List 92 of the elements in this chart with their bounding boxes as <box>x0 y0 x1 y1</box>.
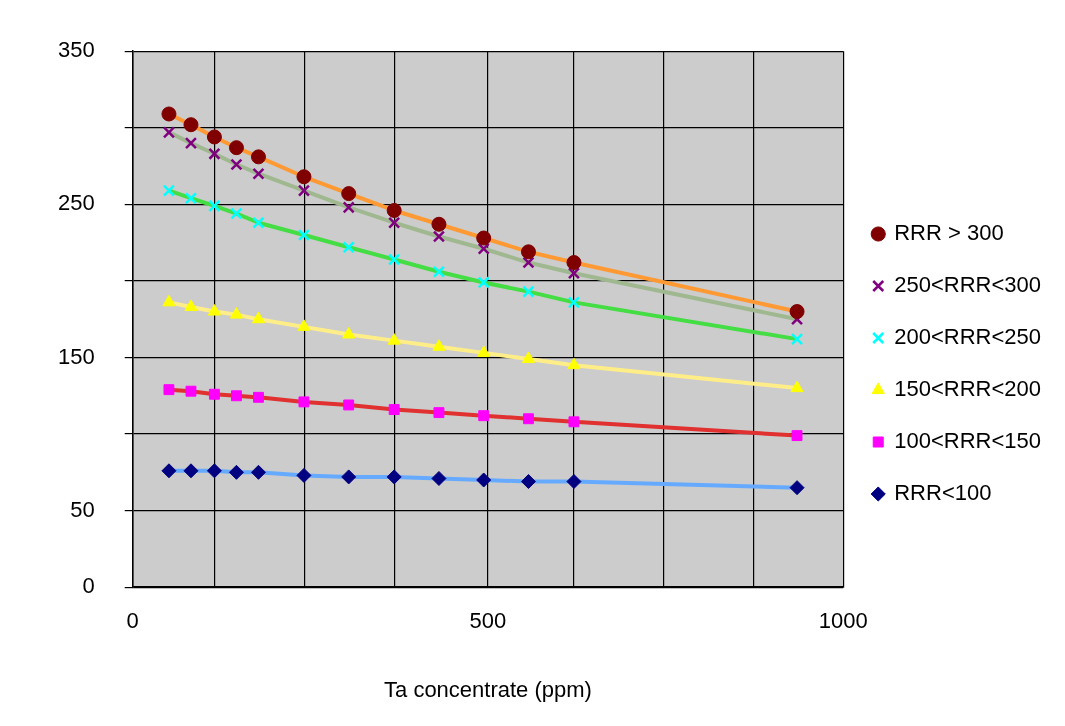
point <box>184 299 198 311</box>
point <box>161 106 177 122</box>
y-tick-label: 150 <box>57 343 95 369</box>
point <box>477 276 490 289</box>
y-tick-label: 250 <box>57 190 95 216</box>
point <box>230 158 243 171</box>
x-tick-label: 500 <box>469 608 507 634</box>
y-tick-label: 50 <box>70 496 95 522</box>
point <box>296 169 312 185</box>
x-axis-title: Ta concentrate (ppm) <box>384 676 592 702</box>
point <box>252 216 265 229</box>
point <box>341 469 357 485</box>
point <box>567 267 581 280</box>
point <box>567 357 581 370</box>
point <box>432 230 446 243</box>
point <box>162 126 176 139</box>
point <box>431 216 447 232</box>
point <box>342 241 355 254</box>
point <box>431 470 447 486</box>
legend-label: 150<RRR<200 <box>894 376 1042 402</box>
point <box>297 184 311 197</box>
point <box>343 399 355 411</box>
point <box>522 285 535 298</box>
point <box>433 407 445 419</box>
point <box>388 404 400 415</box>
point <box>297 228 311 242</box>
legend-label: 200<RRR<250 <box>894 324 1042 350</box>
point <box>478 410 490 422</box>
point <box>297 319 311 331</box>
point <box>477 345 491 357</box>
point <box>520 474 536 490</box>
point <box>163 384 175 396</box>
point <box>387 216 401 229</box>
point <box>296 467 312 483</box>
point <box>208 388 220 400</box>
point <box>566 474 582 490</box>
point <box>206 129 222 145</box>
point <box>208 147 221 161</box>
point <box>208 199 221 213</box>
point <box>252 167 265 180</box>
point <box>568 416 580 428</box>
point <box>251 311 266 324</box>
point <box>386 469 402 485</box>
point <box>387 253 401 266</box>
point <box>185 385 197 397</box>
point <box>342 201 355 214</box>
point <box>790 380 804 393</box>
point <box>228 140 244 156</box>
point <box>230 390 242 402</box>
point <box>161 463 177 479</box>
x-tick-label: 1000 <box>818 608 868 634</box>
point <box>184 136 198 150</box>
point <box>228 464 244 480</box>
point <box>520 244 536 260</box>
point <box>183 463 199 479</box>
point <box>789 304 805 320</box>
point <box>477 242 490 255</box>
x-tick-label: 0 <box>126 608 139 634</box>
point <box>522 256 535 269</box>
point <box>341 186 357 202</box>
point <box>432 265 446 278</box>
point <box>789 480 805 496</box>
point <box>566 255 582 271</box>
point <box>387 333 401 345</box>
point <box>229 307 244 319</box>
point <box>567 296 581 309</box>
point <box>207 304 221 316</box>
point <box>183 117 199 133</box>
legend-label: 100<RRR<150 <box>894 428 1042 454</box>
legend-label: 250<RRR<300 <box>894 272 1042 298</box>
point <box>791 430 803 442</box>
point <box>790 332 804 346</box>
point <box>342 327 356 339</box>
point <box>162 184 176 197</box>
point <box>476 472 492 488</box>
point <box>250 149 266 165</box>
point <box>230 207 243 220</box>
point <box>206 463 222 479</box>
point <box>162 294 176 307</box>
y-tick-label: 350 <box>57 37 95 63</box>
point <box>184 192 198 205</box>
y-tick-label: 0 <box>82 573 95 599</box>
point <box>476 230 492 246</box>
point <box>523 413 534 425</box>
point <box>386 202 402 218</box>
legend-label: RRR > 300 <box>894 220 1004 246</box>
point <box>521 351 536 364</box>
point <box>432 339 446 351</box>
point <box>298 396 310 408</box>
point <box>253 391 264 403</box>
legend-label: RRR<100 <box>894 480 992 506</box>
point <box>250 464 266 480</box>
